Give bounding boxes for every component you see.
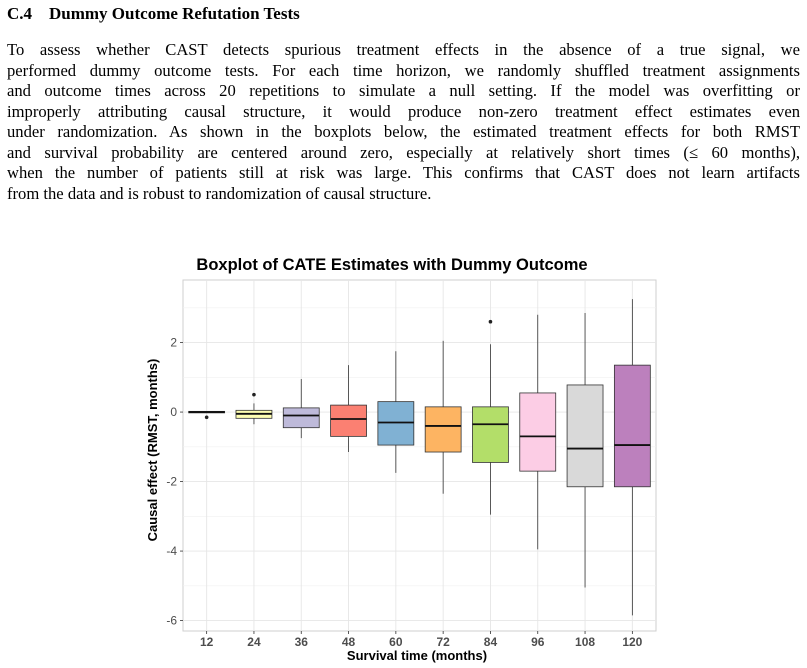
boxes [188, 299, 651, 616]
paragraph-line: improperly attributing causal structure,… [7, 101, 800, 121]
box-body [613, 364, 651, 488]
boxplot-chart: Boxplot of CATE Estimates with Dummy Out… [145, 256, 657, 663]
paragraph-line: under randomization. As shown in the box… [7, 122, 800, 141]
box-12 [188, 410, 226, 420]
box-body [472, 406, 509, 463]
box-24 [235, 392, 273, 425]
y-tick-label: 0 [170, 405, 177, 419]
x-tick-label: 108 [575, 635, 595, 649]
paragraph-line: from the data and is robust to randomiza… [7, 183, 432, 203]
box-72 [424, 340, 462, 494]
paragraph-line: To assess whether CAST detects spurious … [7, 40, 800, 59]
body-paragraph: To assess whether CAST detects spurious … [7, 40, 800, 204]
paragraph-line: and survival probability are centered ar… [7, 142, 800, 162]
x-tick-label: 84 [484, 635, 498, 649]
box-96 [519, 314, 557, 550]
section-title: Dummy Outcome Refutation Tests [49, 4, 300, 23]
x-tick-label: 36 [295, 635, 309, 649]
y-tick-label: 2 [170, 336, 177, 350]
x-tick-label: 72 [436, 635, 450, 649]
y-tick-label: -4 [166, 544, 177, 558]
box-84 [472, 319, 509, 515]
x-tick-label: 120 [622, 635, 642, 649]
x-tick-label: 24 [247, 635, 261, 649]
paragraph-line: and outcome times across 20 repetitions … [7, 81, 800, 100]
x-tick-label: 12 [200, 635, 214, 649]
paragraph-line: performed dummy outcome tests. For each … [7, 60, 800, 80]
x-tick-label: 60 [389, 635, 403, 649]
x-axis-label: Survival time (months) [347, 648, 487, 663]
box-48 [330, 365, 367, 453]
box-body [282, 407, 320, 429]
box-body [566, 384, 604, 488]
box-60 [377, 351, 415, 473]
paragraph-line: when the number of patients still at ris… [7, 163, 800, 182]
box-36 [282, 379, 320, 439]
outlier-point [488, 319, 493, 324]
x-tick-label: 48 [342, 635, 356, 649]
x-tick-label: 96 [531, 635, 545, 649]
outlier-point [252, 392, 256, 397]
box-108 [566, 313, 604, 588]
section-number: C.4 [7, 4, 33, 23]
box-120 [613, 299, 651, 616]
outlier-point [204, 415, 209, 420]
box-body [519, 392, 557, 472]
y-tick-label: -2 [166, 475, 177, 489]
axes: -6 -4 -2 0 2 12 24 36 48 60 72 84 96 108 120 [166, 336, 642, 649]
y-axis-label: Causal effect (RMST, months) [145, 359, 160, 542]
section-heading: C.4 Dummy Outcome Refutation Tests [7, 4, 300, 24]
box-body [424, 406, 462, 453]
chart-title: Boxplot of CATE Estimates with Dummy Out… [196, 256, 587, 274]
y-tick-label: -6 [166, 614, 177, 628]
box-body [330, 404, 367, 437]
